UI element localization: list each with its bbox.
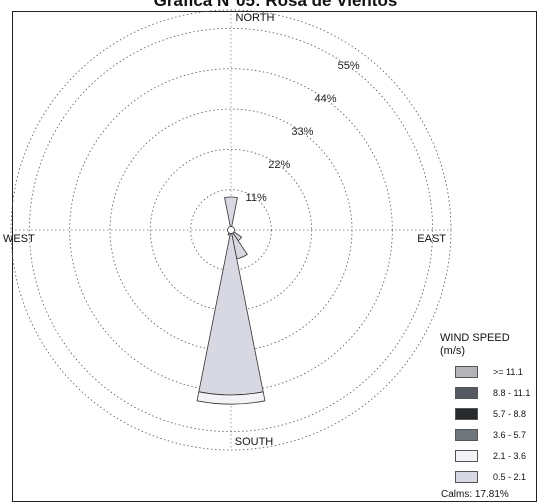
legend-label: >= 11.1 [493, 367, 523, 377]
ring-5 [28, 27, 434, 433]
legend-label: 2.1 - 3.6 [493, 451, 527, 461]
legend-swatch [455, 450, 478, 462]
legend-label: 8.8 - 11.1 [493, 388, 531, 398]
calm-center [227, 226, 235, 234]
petal-s-2-1-3-6 [196, 391, 266, 405]
petal-s-0-5-2-1 [198, 229, 264, 396]
compass-label-north: NORTH [236, 12, 275, 24]
compass-label-west: WEST [3, 233, 35, 245]
legend-swatch [455, 408, 478, 420]
chart-title: Gráfica N°05: Rosa de Vientos [153, 0, 398, 10]
ring-label-2: 22% [268, 159, 290, 171]
ring-label-3: 33% [291, 126, 313, 138]
ring-label-4: 44% [315, 93, 337, 105]
petal-n-0-5-2-1 [224, 196, 238, 231]
calms-label: Calms: 17.81% [441, 489, 509, 500]
legend-label: 3.6 - 5.7 [493, 430, 527, 440]
legend-swatch [455, 366, 478, 378]
wind-speed-legend: WIND SPEED (m/s) >= 11.1 8.8 - 11.1 5.7 - … [440, 332, 551, 483]
legend-swatch [455, 471, 478, 483]
legend-label: 5.7 - 8.8 [493, 409, 527, 419]
compass-label-east: EAST [417, 233, 446, 245]
legend-unit: (m/s) [440, 345, 466, 357]
legend-title: WIND SPEED [440, 332, 510, 344]
ring-label-1: 11% [246, 192, 267, 204]
legend-swatch [455, 387, 478, 399]
ring-label-5: 55% [338, 60, 360, 72]
compass-label-south: SOUTH [235, 436, 274, 448]
legend-label: 0.5 - 2.1 [493, 472, 527, 482]
legend-swatch [455, 429, 478, 441]
